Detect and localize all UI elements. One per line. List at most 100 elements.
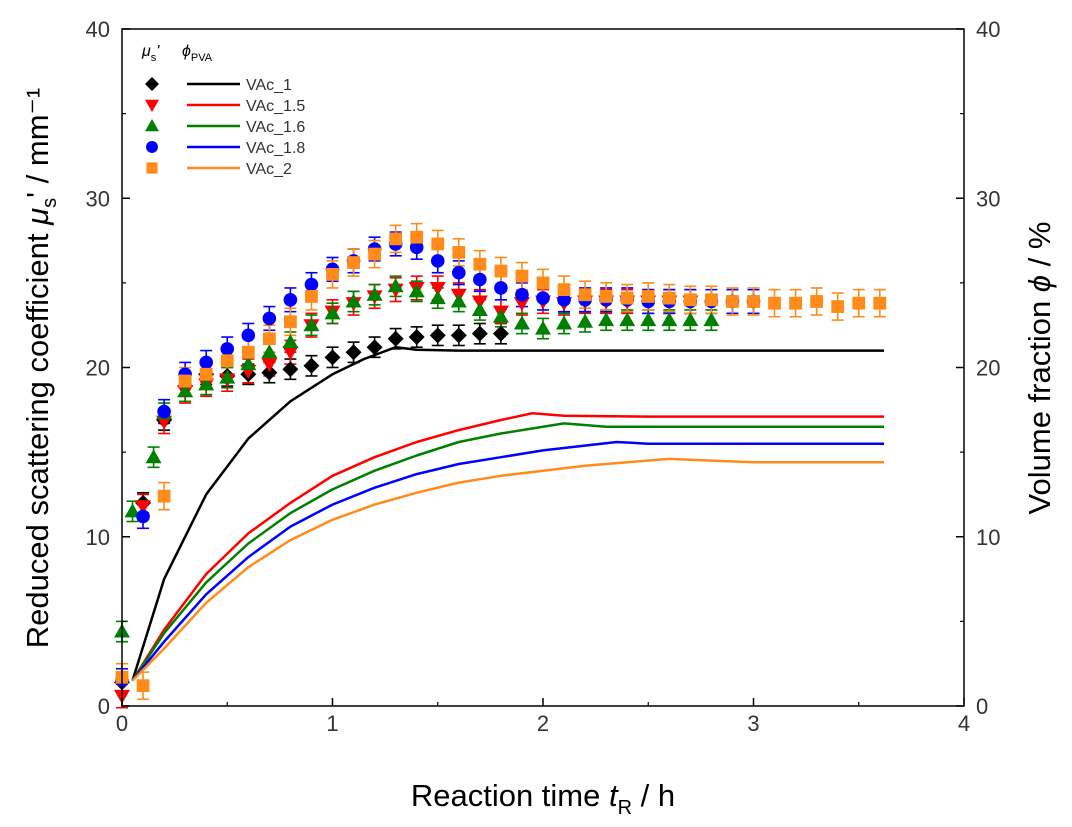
marker-VAc_1 (429, 327, 446, 344)
marker-VAc_1.6 (408, 283, 425, 298)
line-VAc_1.6 (131, 422, 884, 682)
marker-VAc_1.6 (240, 356, 257, 371)
legend-items: VAc_1 VAc_1.5 VAc_1.6 VAc_1.8 VAc_2 (145, 77, 305, 178)
marker-VAc_1.5 (429, 281, 446, 296)
x-tick-label-1: 1 (326, 711, 338, 736)
marker-VAc_1.6 (598, 312, 615, 327)
marker-VAc_1.5 (135, 500, 152, 515)
volume-fraction-lines (131, 345, 884, 682)
y-left-axis-title: Reduced scattering coefficient μs' / mm⁻… (20, 88, 61, 648)
marker-VAc_1.6 (661, 312, 678, 327)
marker-VAc_1 (345, 344, 362, 361)
marker-VAc_1.6 (303, 317, 320, 332)
marker-VAc_1.8 (199, 355, 213, 370)
marker-VAc_1.8 (452, 265, 466, 280)
marker-VAc_1.6 (429, 290, 446, 305)
marker-VAc_2 (852, 296, 866, 310)
marker-VAc_1.6 (345, 293, 362, 308)
marker-VAc_1.8 (536, 291, 550, 305)
marker-VAc_2 (557, 283, 571, 297)
marker-VAc_1.6 (366, 286, 383, 301)
marker-VAc_1.8 (241, 328, 256, 343)
marker-VAc_2 (178, 374, 192, 388)
marker-VAc_1.6 (387, 278, 404, 293)
y-right-axis-title: Volume fraction ϕ / % (1022, 222, 1057, 515)
marker-VAc_2 (305, 290, 318, 303)
legend-marker-VAc_2 (146, 162, 158, 174)
marker-VAc_2 (220, 354, 234, 368)
legend-label-VAc_1.5: VAc_1.5 (246, 98, 305, 115)
y-left-tick-label-20: 20 (86, 356, 110, 381)
marker-VAc_2 (410, 230, 424, 244)
marker-VAc_2 (831, 300, 845, 313)
marker-VAc_1.8 (515, 287, 529, 302)
marker-VAc_2 (683, 293, 697, 307)
marker-VAc_1.6 (513, 315, 530, 330)
marker-VAc_1.8 (283, 293, 298, 307)
marker-VAc_2 (515, 269, 529, 283)
legend-marker-VAc_1.6 (145, 119, 159, 132)
marker-VAc_2 (326, 268, 339, 281)
x-tick-label-3: 3 (747, 711, 759, 736)
marker-VAc_1.8 (304, 277, 319, 292)
marker-VAc_1.6 (219, 369, 236, 384)
y-right-tick-label-40: 40 (976, 17, 1000, 42)
marker-VAc_1.8 (494, 281, 508, 295)
line-VAc_1 (131, 345, 884, 681)
marker-VAc_1.6 (556, 315, 573, 330)
marker-VAc_1.6 (471, 301, 488, 316)
y-left-axis-ticks: 0 10 20 30 40 (86, 17, 130, 719)
marker-VAc_1.6 (124, 503, 141, 518)
marker-VAc_1.6 (640, 312, 657, 327)
marker-VAc_1.5 (282, 346, 299, 361)
marker-VAc_1.5 (513, 297, 530, 312)
marker-VAc_2 (431, 237, 445, 251)
marker-VAc_1.6 (145, 449, 162, 464)
marker-VAc_2 (620, 291, 634, 305)
marker-VAc_1.6 (198, 376, 215, 391)
legend-marker-VAc_1 (145, 77, 159, 91)
y-left-tick-label-40: 40 (86, 17, 110, 42)
y-left-tick-label-30: 30 (86, 186, 110, 211)
marker-VAc_1 (261, 364, 278, 381)
legend-label-VAc_1.6: VAc_1.6 (246, 119, 305, 136)
marker-VAc_2 (347, 256, 360, 269)
marker-VAc_2 (789, 296, 802, 310)
marker-VAc_1.6 (261, 344, 278, 359)
marker-VAc_1 (471, 325, 488, 342)
marker-VAc_2 (536, 276, 550, 290)
marker-VAc_2 (747, 295, 760, 308)
legend-marker-VAc_1.5 (145, 99, 159, 112)
legend-marker-VAc_1.8 (146, 141, 158, 153)
x-axis-ticks: 0 1 2 3 4 (116, 698, 970, 736)
marker-VAc_1.6 (577, 313, 594, 328)
marker-VAc_1.8 (262, 311, 277, 326)
marker-VAc_2 (873, 296, 887, 310)
y-right-tick-label-0: 0 (976, 694, 988, 719)
y-right-tick-label-20: 20 (976, 356, 1000, 381)
marker-VAc_2 (810, 295, 824, 308)
marker-VAc_1.6 (324, 305, 341, 320)
marker-VAc_1.8 (473, 272, 487, 287)
marker-VAc_2 (473, 257, 487, 271)
line-VAc_1.5 (131, 411, 884, 682)
marker-VAc_2 (578, 288, 592, 302)
marker-VAc_2 (136, 679, 150, 693)
marker-VAc_1 (492, 325, 509, 342)
marker-VAc_2 (641, 290, 655, 303)
legend-label-VAc_1.8: VAc_1.8 (246, 140, 305, 157)
y-right-tick-label-30: 30 (976, 186, 1000, 211)
marker-VAc_2 (368, 247, 381, 261)
line-VAc_1.8 (131, 440, 884, 682)
marker-VAc_2 (199, 367, 213, 381)
y-left-tick-label-10: 10 (86, 525, 110, 550)
marker-VAc_1.8 (220, 342, 235, 356)
marker-VAc_2 (768, 296, 781, 310)
marker-VAc_2 (452, 246, 466, 259)
marker-VAc_1.5 (261, 358, 278, 373)
marker-VAc_2 (599, 290, 613, 303)
marker-VAc_1 (387, 330, 404, 347)
x-tick-label-4: 4 (958, 711, 970, 736)
marker-VAc_1 (450, 327, 467, 344)
